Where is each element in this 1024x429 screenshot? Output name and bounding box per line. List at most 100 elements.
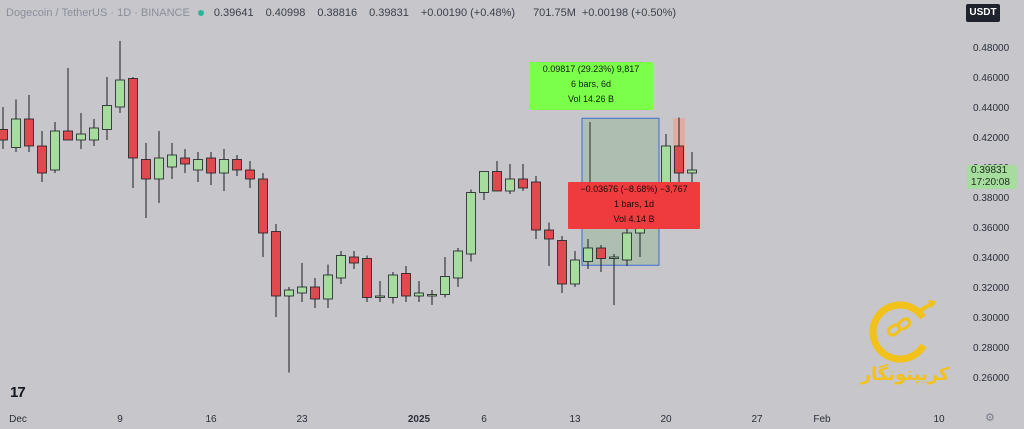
candle[interactable]	[414, 281, 424, 302]
candle[interactable]	[245, 161, 255, 188]
candle[interactable]	[89, 119, 99, 146]
candle[interactable]	[583, 239, 593, 269]
candle[interactable]	[310, 278, 320, 308]
measure-up-volume: Vol 14.26 B	[567, 94, 615, 104]
y-tick-label: 0.42000	[973, 133, 1010, 144]
candle-body	[622, 232, 632, 261]
candle[interactable]	[63, 68, 73, 141]
candle-body	[0, 129, 8, 141]
candle[interactable]	[232, 155, 242, 176]
y-tick-label: 0.30000	[973, 313, 1010, 324]
candle[interactable]	[492, 161, 502, 192]
candle[interactable]	[219, 149, 229, 191]
candle[interactable]	[37, 131, 47, 182]
candle[interactable]	[505, 164, 515, 194]
candle-body	[89, 127, 99, 141]
logo-text: کریپتونگار	[860, 364, 950, 385]
candle[interactable]	[570, 251, 580, 287]
candle[interactable]	[427, 290, 437, 305]
candle[interactable]	[323, 264, 333, 309]
settings-icon[interactable]: ⚙	[985, 412, 995, 424]
chart-legend: Dogecoin / TetherUS · 1D · BINANCE 0.396…	[6, 4, 676, 22]
candle[interactable]	[102, 77, 112, 140]
candle[interactable]	[609, 254, 619, 305]
x-tick-label: 20	[660, 414, 672, 425]
candle-body	[479, 171, 489, 193]
candle[interactable]	[11, 99, 21, 153]
candle[interactable]	[141, 143, 151, 218]
y-tick-label: 0.44000	[973, 103, 1010, 114]
candle[interactable]	[349, 251, 359, 269]
candle[interactable]	[258, 173, 268, 257]
y-tick-label: 0.26000	[973, 373, 1010, 384]
candle[interactable]	[544, 222, 554, 267]
candle-body	[583, 247, 593, 262]
close-value: 0.39831	[369, 7, 409, 19]
y-tick-label: 0.38000	[973, 193, 1010, 204]
candle-body	[180, 157, 190, 165]
candle-body	[37, 145, 47, 174]
candle-body	[154, 157, 164, 180]
candle-body	[427, 294, 437, 297]
candle[interactable]	[193, 152, 203, 182]
candle[interactable]	[24, 95, 34, 152]
x-tick-label: Dec	[9, 414, 27, 425]
change-value: +0.00190 (+0.48%)	[420, 7, 516, 19]
x-tick-label: 23	[296, 414, 308, 425]
candle[interactable]	[388, 272, 398, 304]
candle[interactable]	[401, 266, 411, 302]
y-tick-label: 0.34000	[973, 253, 1010, 264]
high-value: 0.40998	[265, 7, 306, 19]
candle[interactable]	[115, 41, 125, 113]
candle-body	[466, 192, 476, 255]
x-tick-label: 10	[933, 414, 945, 425]
y-tick-label: 0.28000	[973, 343, 1010, 354]
candle[interactable]	[271, 224, 281, 317]
candle[interactable]	[518, 164, 528, 191]
candle-body	[362, 258, 372, 298]
candle[interactable]	[180, 149, 190, 173]
candle[interactable]	[297, 263, 307, 302]
candle[interactable]	[76, 113, 86, 149]
candle[interactable]	[0, 107, 8, 149]
candle[interactable]	[50, 122, 60, 173]
measure-up-change: 0.09817 (29.23%) 9,817	[542, 64, 640, 74]
candle[interactable]	[167, 143, 177, 179]
candle[interactable]	[375, 281, 385, 302]
candle-body	[687, 169, 697, 174]
x-tick-label: 27	[751, 414, 763, 425]
candle-body	[505, 178, 515, 192]
candle[interactable]	[453, 248, 463, 287]
candle[interactable]	[206, 152, 216, 185]
candle-body	[310, 286, 320, 300]
candle[interactable]	[479, 171, 489, 201]
candle-body	[297, 286, 307, 294]
candle[interactable]	[284, 287, 294, 373]
candle[interactable]	[466, 189, 476, 262]
candle[interactable]	[362, 255, 372, 303]
last-price-label: 0.39831 17:20:08	[967, 165, 1017, 189]
candle[interactable]	[440, 257, 450, 298]
measure-up-tooltip: 0.09817 (29.23%) 9,817 6 bars, 6d Vol 14…	[529, 62, 653, 110]
currency-badge[interactable]: USDT	[966, 4, 1000, 22]
candle-body	[24, 118, 34, 147]
candle-body	[76, 133, 86, 141]
candle[interactable]	[674, 117, 684, 189]
candle-body	[11, 118, 21, 148]
candle-body	[232, 159, 242, 171]
candle[interactable]	[128, 77, 138, 188]
candle[interactable]	[336, 251, 346, 284]
candle[interactable]	[531, 176, 541, 239]
tradingview-logo[interactable]: 17	[10, 384, 26, 401]
candle[interactable]	[687, 152, 697, 185]
symbol-label[interactable]: Dogecoin / TetherUS · 1D · BINANCE	[6, 7, 190, 19]
volume-value: 701.75M	[533, 7, 576, 19]
last-price-value: 0.39831	[971, 165, 1008, 176]
measure-down-volume: Vol 4.14 B	[613, 214, 655, 224]
candle-body	[375, 295, 385, 298]
candle[interactable]	[596, 245, 606, 272]
candle-body	[323, 274, 333, 300]
candle[interactable]	[154, 131, 164, 203]
candle[interactable]	[557, 236, 567, 293]
